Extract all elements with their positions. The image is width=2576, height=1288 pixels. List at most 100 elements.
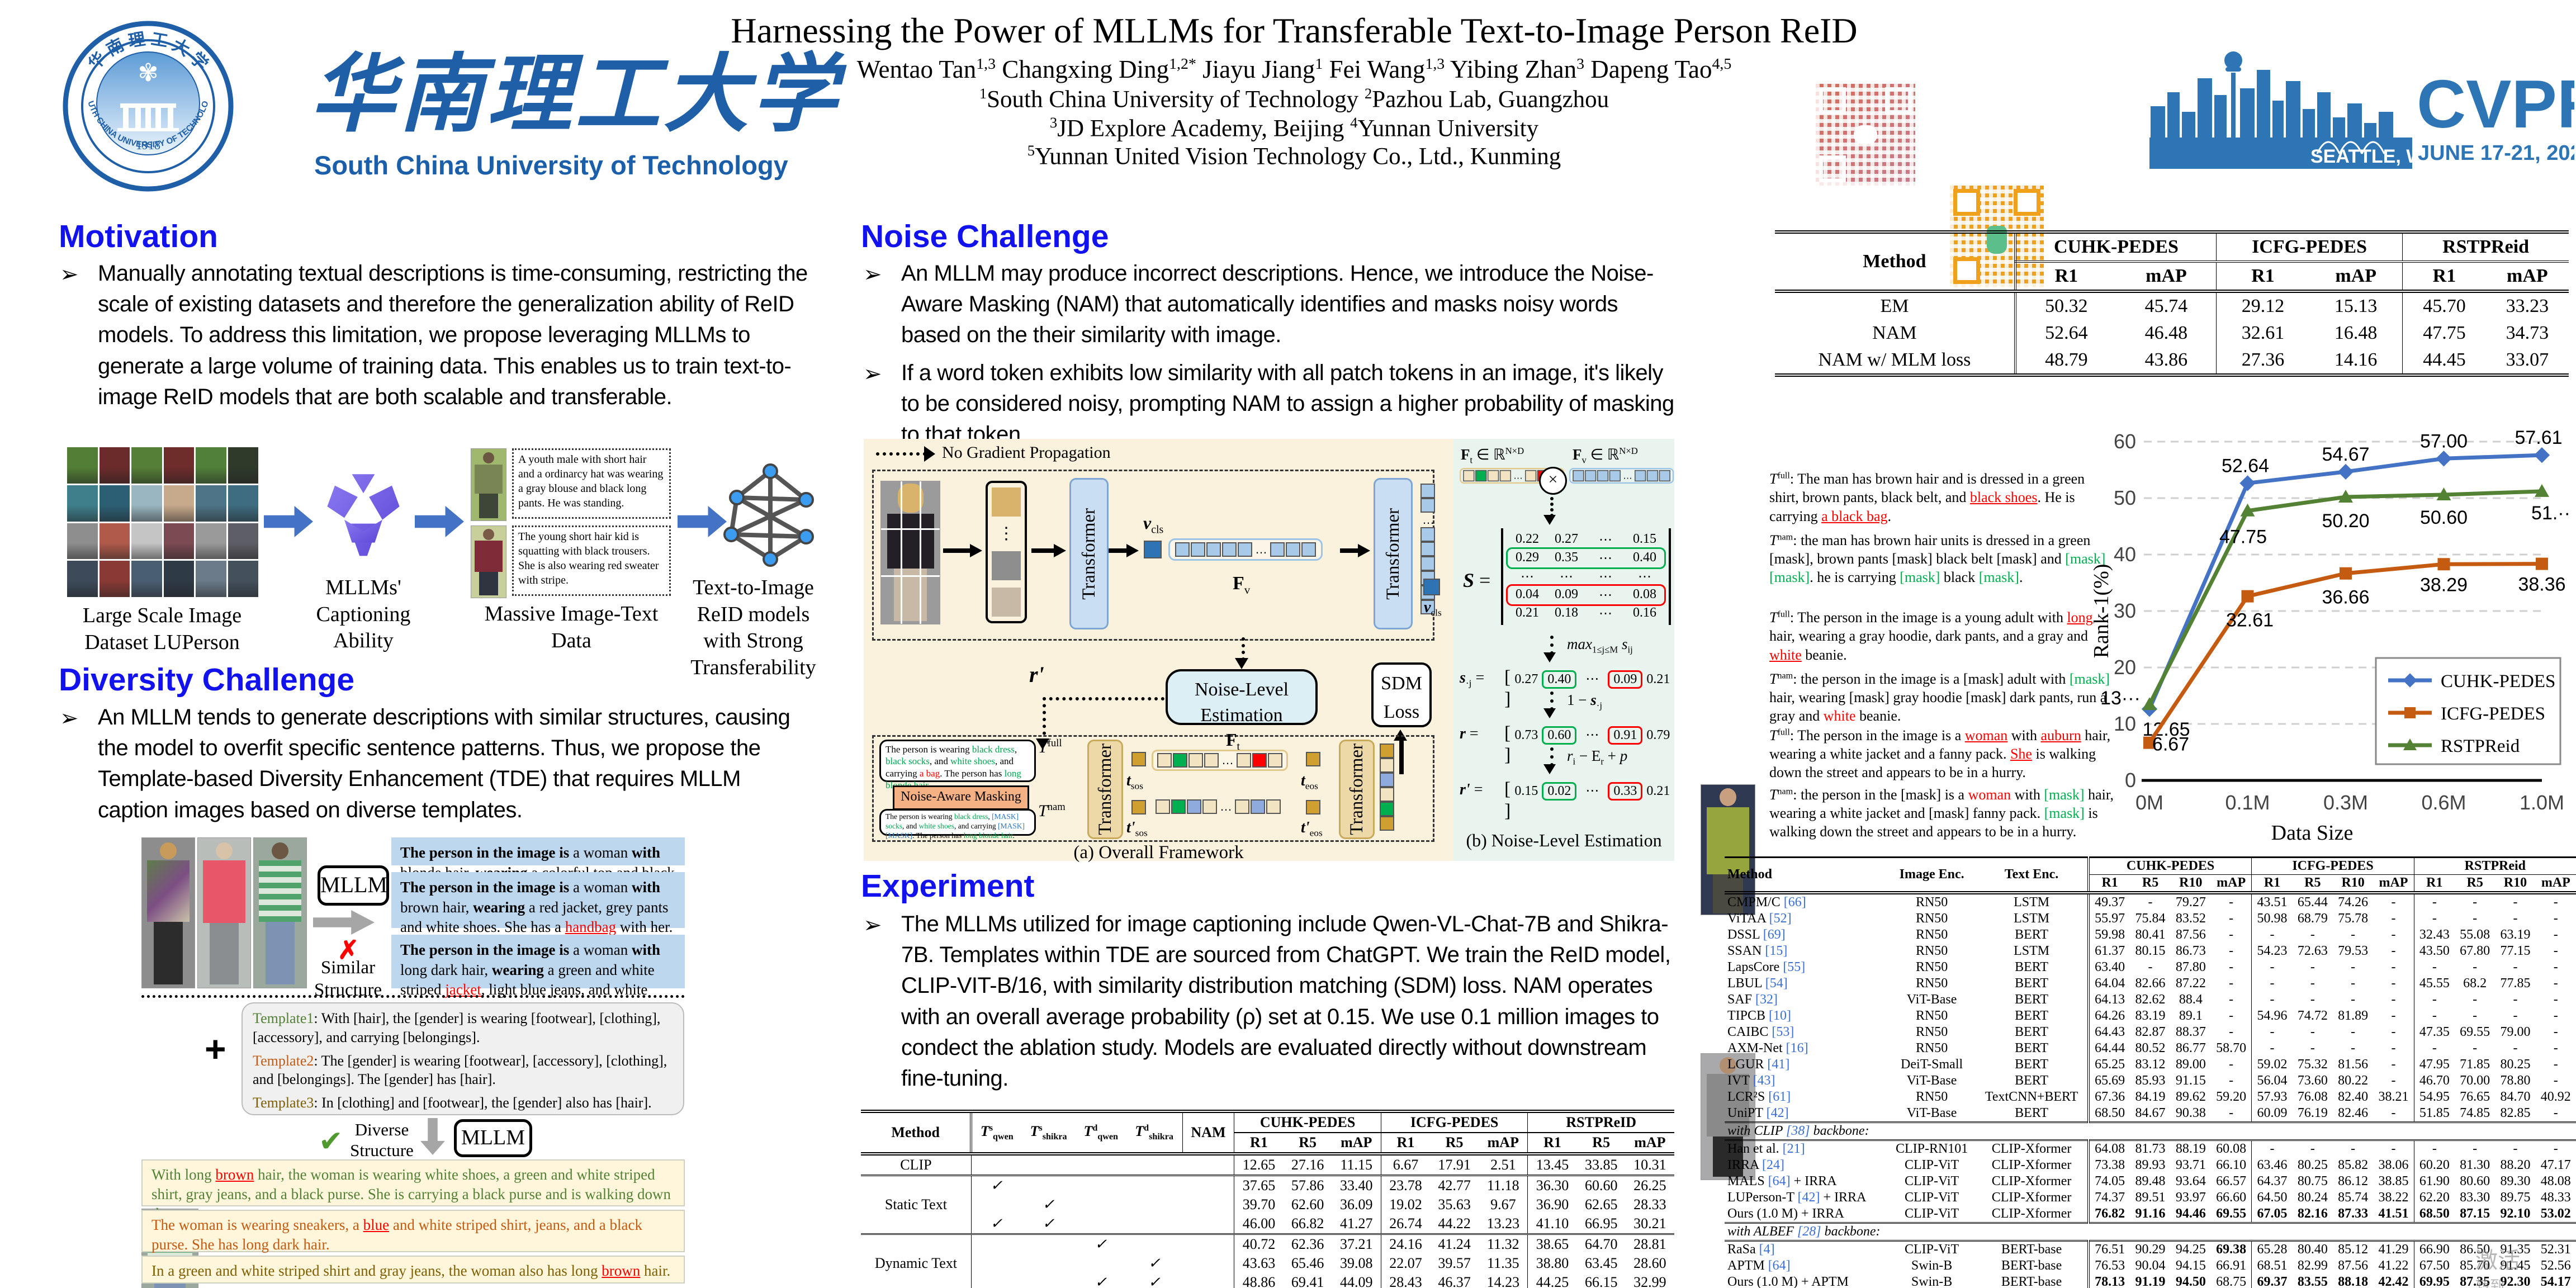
svg-text:ICFG-PEDES: ICFG-PEDES: [2441, 704, 2545, 724]
tpsos-label: t'sos: [1126, 819, 1148, 839]
svg-text:40: 40: [2114, 543, 2136, 566]
table-row: SAF [32] ViT-Base BERT 64.13 82.62 88.4- - - - - -…: [1727, 992, 2558, 1008]
photo-tile: [67, 523, 98, 560]
table-row: Ours (1.0 M) + IRRA CLIP-ViT CLIP-Xformer 7…: [1725, 1206, 2576, 1223]
image-text-card: The young short hair kid is squatting wi…: [471, 525, 672, 598]
sdm-loss-box: SDM Loss: [1371, 662, 1432, 727]
table-row: RaSa [4] CLIP-ViT BERT-base 76.51 90.29 94.25…: [1725, 1240, 2576, 1258]
Ft-label: Ft: [1226, 730, 1240, 753]
authors: Wentao Tan1,3 Changxing Ding1,2* Jiayu J…: [856, 55, 1732, 83]
svg-text:6.67: 6.67: [2152, 734, 2189, 755]
result-box-1: With long brown hair, the woman is weari…: [141, 1159, 685, 1222]
svg-text:Rank-1(%): Rank-1(%): [2094, 564, 2113, 659]
mllm-logo-icon: [327, 474, 400, 556]
person-photo: [141, 837, 195, 988]
arrowhead: [1054, 544, 1066, 557]
cvpr-location: SEATTLE, WA: [2310, 146, 2437, 167]
person-photo: [197, 837, 251, 988]
svg-text:20: 20: [2114, 656, 2136, 679]
framework-figure: No Gradient Propagation ⋮ Transformer vc…: [864, 439, 1674, 863]
teos-token: [1306, 752, 1320, 766]
similarity-matrix: 0.22 0.27 ⋯ 0.15 0.29 0.35 ⋯ 0.40 ⋯ ⋯ ⋯ ⋯ 0.04 0.09 ⋯ 0…: [1501, 528, 1671, 625]
no-grad-arrowhead: [924, 446, 935, 462]
table-row: NAM w/ MLM loss 48.79 43.86 27.36 14.16 44.45…: [1775, 347, 2569, 375]
result-box-3: In a green and white striped shirt and g…: [141, 1256, 685, 1284]
table-row: ✓ ✓ 48.86 69.41 44.09 28.43 46.37 14.23 44.25 66.…: [861, 1273, 1674, 1288]
max-op: max1≤j≤M sij: [1567, 636, 1633, 655]
arrowhead: [970, 544, 982, 557]
arrowhead-down: [1543, 515, 1556, 525]
cvpr-logo: SEATTLE, WA CVPR JUNE 17-21, 2024: [2149, 39, 2576, 173]
tpsos-token: [1131, 800, 1146, 815]
rp-vector: [0.15 0.02 ⋯ 0.33 0.21]: [1504, 779, 1670, 821]
arrow-icon: [1031, 548, 1056, 553]
photo-tile: [131, 561, 162, 597]
photo-tile: [196, 561, 226, 597]
Tnam-label: Tnam: [1038, 801, 1066, 820]
image-transformer-2: Transformer: [1374, 478, 1413, 629]
photo-tile: [99, 447, 130, 484]
bullet-arrow-icon: ➢: [863, 262, 882, 287]
photo-tile: [131, 523, 162, 560]
tsos-token: [1131, 752, 1146, 766]
r-prime-label: r': [1029, 662, 1044, 687]
fv-tokens: …: [1569, 468, 1674, 484]
bullet-arrow-icon: ➢: [60, 262, 79, 287]
plus-sign: +: [205, 1028, 226, 1069]
photo-tile: [228, 523, 258, 560]
dotted-line: [1043, 697, 1046, 742]
svg-text:1.0M: 1.0M: [2520, 791, 2564, 814]
vcls-out-label: vcls: [1424, 599, 1442, 618]
card-caption: A youth male with short hair and a ordin…: [512, 448, 671, 519]
photo-tile: [163, 561, 194, 597]
dotted-line: [1242, 637, 1245, 661]
table-row: EM 50.32 45.74 29.12 15.13 45.70 33.23: [1775, 291, 2569, 320]
person-photo: [471, 525, 506, 598]
Fv-label: Fv: [1233, 573, 1251, 596]
svg-text:50.20: 50.20: [2322, 510, 2369, 532]
table-row: APTM [64] Swin-B BERT-base 76.53 90.04 94.15 6…: [1727, 1258, 2571, 1274]
templates-box: Template1: With [hair], the [gender] is …: [242, 1002, 684, 1115]
photo-tile: [67, 561, 98, 597]
tnam-box: The person is wearing black dress, [MASK…: [879, 809, 1036, 840]
svg-text:51.··: 51.··: [2531, 503, 2570, 524]
svg-text:50.60: 50.60: [2420, 507, 2468, 528]
arrowhead-down: [1235, 658, 1248, 669]
experiment-text: ➢ The MLLMs utilized for image captionin…: [863, 909, 1675, 1094]
arrow-up: [1399, 741, 1404, 774]
photo-tile: [163, 523, 194, 560]
heading-diversity: Diversity Challenge: [59, 662, 355, 698]
caption-reid-models: Text-to-Image ReID models with Strong Tr…: [690, 576, 816, 679]
arrowhead: [1126, 544, 1139, 557]
cat-icon: [1987, 226, 2007, 254]
no-grad-arrow-icon: [876, 452, 926, 456]
diversity-photos: [141, 837, 307, 988]
caption-box-2: The person in the image is a woman with …: [391, 872, 685, 935]
qr-code-red: [1816, 84, 1915, 186]
table-row: TIPCB [10] RN50 BERT 64.26 83.19 89.1-54.96 74…: [1727, 1008, 2558, 1024]
text-transformer-2: Transformer: [1339, 740, 1375, 839]
photo-tile: [131, 485, 162, 522]
one-minus-op: 1 − s·j: [1567, 692, 1602, 711]
arrowhead-down: [1036, 738, 1049, 750]
mllm-box: MLLM: [318, 865, 389, 906]
svg-text:36.66: 36.66: [2322, 587, 2369, 608]
rpvec-label: r' =: [1460, 781, 1483, 798]
diverse-structure-label: Diverse Structure: [350, 1120, 414, 1161]
cvpr-name: CVPR: [2417, 66, 2574, 142]
table-row: DSSL [69] RN50 BERT 59.98 80.41 87.56- - - - -32.…: [1727, 927, 2558, 943]
arrow-icon: [1340, 548, 1360, 553]
bullet-arrow-icon: ➢: [863, 913, 882, 937]
bullet-arrow-icon: ➢: [60, 706, 79, 731]
table-row: ✓ ✓ 46.00 66.82 41.27 26.74 44.22 13.23 41.10 66.…: [861, 1214, 1674, 1234]
svg-text:CUHK-PEDES: CUHK-PEDES: [2441, 671, 2555, 692]
table-row: ViTAA [52] RN50 LSTM 55.97 75.84 83.52-50.98 6…: [1727, 911, 2558, 927]
table-row: IRRA [24] CLIP-ViT CLIP-Xformer 73.38 89.93 9…: [1727, 1157, 2571, 1173]
recenter-op: ri − Er + p: [1567, 747, 1628, 767]
template-3: Template3: In [clothing] and [footwear],…: [253, 1095, 652, 1111]
table-row: LapsCore [55] RN50 BERT 63.40-87.80- - - - - - - -…: [1727, 959, 2558, 976]
svg-text:0.6M: 0.6M: [2421, 791, 2466, 814]
arrow-down-icon: [420, 1118, 445, 1155]
page-title: Harnessing the Power of MLLMs for Transf…: [731, 11, 1858, 50]
table-row: SSAN [15] RN50 LSTM 61.37 80.15 86.73-54.23 72…: [1727, 943, 2558, 959]
